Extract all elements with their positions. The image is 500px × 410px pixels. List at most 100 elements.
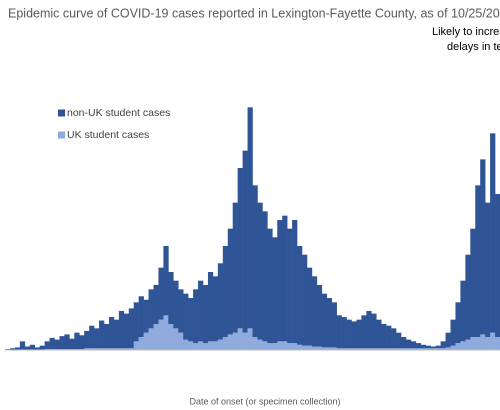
bar-segment	[420, 344, 427, 349]
bar-segment	[158, 319, 164, 350]
bar-segment	[445, 332, 451, 348]
bar-segment	[297, 344, 303, 350]
bar-segment	[128, 348, 134, 350]
bar-segment	[104, 348, 110, 350]
bar-segment	[89, 348, 95, 350]
bar-segment	[94, 328, 100, 349]
bar-segment	[133, 302, 139, 342]
bar-segment	[153, 285, 159, 324]
bar-segment	[59, 336, 65, 350]
bar-segment	[381, 348, 387, 350]
bar-segment	[361, 348, 367, 350]
bar-segment	[361, 315, 367, 349]
bar-segment	[470, 337, 476, 350]
bar-segment	[435, 348, 441, 350]
bar-segment	[168, 324, 174, 350]
bar-segment	[425, 345, 431, 349]
bar-segment	[272, 237, 278, 344]
bar-segment	[178, 289, 184, 333]
bar-segment	[272, 343, 278, 350]
bar-segment	[207, 341, 214, 350]
bar-segment	[222, 337, 229, 350]
bar-segment	[212, 341, 219, 350]
bar-segment	[356, 348, 362, 350]
bar-segment	[440, 341, 446, 349]
bar-segment	[410, 348, 417, 350]
bar-segment	[351, 321, 357, 349]
bar-segment	[366, 311, 372, 349]
bar-segment	[450, 319, 456, 346]
bar-segment	[74, 332, 80, 350]
bar-segment	[108, 348, 115, 350]
bar-segment	[356, 319, 362, 349]
bar-segment	[262, 341, 268, 350]
bar-segment	[178, 332, 184, 350]
x-axis-label: Date of onset (or specimen collection)	[189, 396, 340, 406]
bar-segment	[257, 202, 263, 340]
bar-segment	[331, 347, 337, 350]
bar-segment	[143, 332, 149, 350]
bar-segment	[341, 317, 347, 349]
bar-segment	[113, 319, 120, 349]
bar-segment	[401, 348, 407, 350]
bar-segment	[302, 345, 308, 350]
bar-segment	[470, 228, 476, 337]
annotation: Likely to increa	[432, 26, 500, 38]
bar-segment	[386, 348, 392, 350]
bar-segment	[148, 328, 154, 350]
bar-segment	[460, 280, 466, 342]
bar-segment	[108, 317, 115, 349]
bar-segment	[455, 343, 461, 350]
bar-segment	[465, 254, 471, 340]
bar-segment	[445, 347, 451, 350]
bar-segment	[425, 348, 431, 350]
bar-segment	[490, 332, 496, 350]
bar-segment	[44, 341, 50, 350]
bar-segment	[34, 347, 40, 350]
bar-segment	[143, 299, 149, 333]
bar-segment	[321, 347, 328, 350]
bar-segment	[252, 337, 258, 350]
bar-segment	[198, 341, 204, 350]
bar-segment	[396, 348, 402, 350]
bar-segment	[316, 285, 323, 347]
bar-segment	[113, 348, 120, 350]
bar-segment	[292, 220, 298, 344]
bar-segment	[381, 324, 387, 349]
bar-segment	[430, 346, 436, 349]
annotation: delays in te	[447, 41, 500, 53]
bar-segment	[292, 343, 298, 350]
bar-segment	[297, 246, 303, 345]
bar-segment	[232, 332, 238, 350]
bar-segment	[311, 276, 318, 347]
legend-swatch	[58, 131, 65, 139]
bar-segment	[212, 276, 219, 342]
bar-segment	[118, 348, 125, 350]
bar-segment	[94, 348, 100, 350]
bar-segment	[490, 133, 496, 333]
bar-segment	[203, 285, 209, 344]
bar-segment	[306, 267, 313, 346]
bar-segment	[475, 185, 481, 337]
bar-segment	[168, 272, 174, 324]
bar-segment	[401, 337, 407, 349]
bar-segment	[222, 246, 229, 337]
bar-segment	[237, 168, 243, 329]
bar-segment	[391, 348, 397, 350]
bar-segment	[173, 328, 179, 350]
bar-segment	[336, 348, 342, 350]
bar-segment	[148, 289, 154, 329]
bar-segment	[415, 343, 422, 349]
bar-segment	[9, 348, 16, 350]
bar-segment	[277, 341, 283, 350]
bar-segment	[430, 348, 436, 350]
bar-segment	[188, 341, 194, 350]
bar-segment	[495, 194, 500, 337]
bar-segment	[306, 345, 313, 350]
bar-segment	[14, 347, 21, 350]
bar-segment	[193, 289, 199, 344]
bar-segment	[99, 320, 105, 349]
bar-segment	[237, 328, 243, 350]
bar-segment	[410, 341, 417, 349]
